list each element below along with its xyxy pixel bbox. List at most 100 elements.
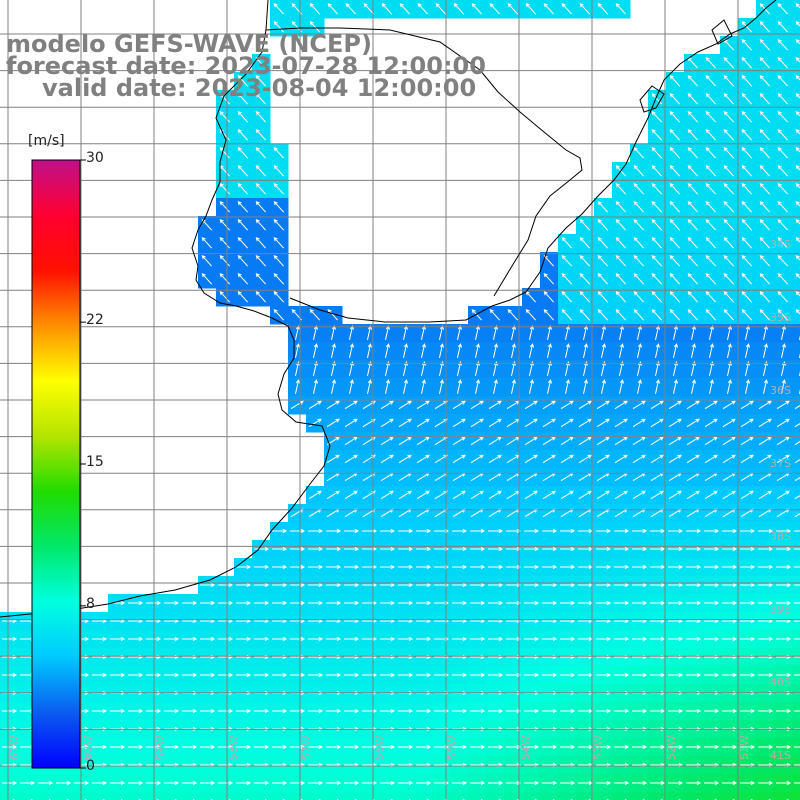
wind-arrow [669, 309, 681, 321]
wind-cell [792, 324, 800, 343]
wind-arrow [723, 165, 735, 177]
wind-arrow [654, 379, 660, 394]
wind-arrow [759, 291, 771, 303]
wind-arrow [794, 746, 800, 748]
wind-arrow [416, 564, 432, 570]
wind-arrow [632, 400, 646, 410]
wind-arrow [416, 780, 432, 786]
wind-arrow [543, 3, 555, 15]
colorbar-unit: [m/s] [28, 133, 65, 149]
wind-arrow [740, 490, 754, 500]
wind-arrow [416, 418, 430, 428]
wind-arrow [542, 436, 556, 446]
wind-arrow [561, 291, 573, 303]
wind-arrow [740, 780, 756, 786]
wind-arrow [723, 39, 735, 51]
wind-arrow [723, 183, 735, 195]
wind-arrow [651, 273, 663, 285]
wind-arrow [380, 418, 394, 428]
wind-arrow [255, 165, 267, 177]
wind-arrow [237, 129, 249, 141]
wind-arrow [237, 111, 249, 123]
wind-arrow [510, 343, 516, 358]
wind-arrow [524, 672, 540, 678]
wind-arrow [672, 361, 678, 376]
wind-arrow [579, 3, 591, 15]
wind-cell [792, 54, 800, 73]
wind-arrow [794, 423, 800, 428]
wind-arrow [402, 343, 408, 358]
wind-arrow [344, 780, 360, 786]
wind-arrow [636, 325, 642, 340]
wind-arrow [794, 638, 800, 640]
wind-arrow [326, 528, 342, 534]
wind-arrow [308, 418, 322, 428]
wind-arrow [290, 564, 306, 570]
wind-arrow [686, 400, 700, 410]
wind-arrow [669, 93, 681, 105]
wind-cell [396, 792, 415, 800]
wind-cell [252, 792, 271, 800]
wind-arrow [759, 21, 771, 33]
wind-arrow [686, 490, 700, 500]
wind-arrow [777, 219, 789, 231]
wind-arrow [416, 636, 432, 642]
wind-arrow [506, 744, 522, 750]
wind-arrow [420, 361, 426, 376]
wind-arrow [146, 600, 162, 606]
wind-arrow [488, 454, 502, 464]
coastline [0, 0, 777, 618]
wind-arrow [722, 454, 736, 464]
wind-cell [288, 792, 307, 800]
wind-arrow [668, 564, 684, 570]
wind-arrow [560, 780, 576, 786]
wind-arrow [290, 636, 306, 642]
wind-arrow [488, 672, 504, 678]
wind-arrow [633, 273, 645, 285]
wind-arrow [182, 744, 198, 750]
wind-arrow [542, 672, 558, 678]
wind-arrow [237, 147, 249, 159]
wind-arrow [759, 39, 771, 51]
wind-arrow [312, 325, 318, 340]
wind-arrow [780, 379, 786, 394]
wind-arrow [596, 564, 612, 570]
wind-arrow [687, 75, 699, 87]
wind-arrow [596, 454, 610, 464]
wind-arrow [776, 400, 790, 410]
wind-arrow [308, 400, 322, 410]
wind-arrow [597, 273, 609, 285]
wind-arrow [524, 780, 540, 786]
wind-arrow [668, 490, 682, 500]
wind-cell [792, 180, 800, 199]
wind-arrow [632, 672, 648, 678]
wind-arrow [542, 744, 558, 750]
wind-arrow [200, 672, 216, 678]
wind-arrow [795, 57, 800, 63]
wind-arrow [776, 528, 792, 534]
wind-cell [792, 36, 800, 55]
wind-arrow [704, 636, 720, 642]
wind-cell [792, 342, 800, 361]
wind-arrow [794, 602, 800, 604]
wind-arrow [759, 165, 771, 177]
wind-arrow [398, 528, 414, 534]
wind-arrow [723, 291, 735, 303]
wind-arrow [600, 379, 606, 394]
wind-arrow [420, 379, 426, 394]
wind-arrow [273, 273, 285, 285]
wind-cell [414, 792, 433, 800]
wind-arrow [255, 291, 267, 303]
wind-arrow [794, 782, 800, 784]
wind-arrow [416, 400, 430, 410]
wind-arrow [543, 273, 555, 285]
wind-arrow [579, 273, 591, 285]
wind-cell [792, 468, 800, 487]
wind-arrow [650, 490, 664, 500]
wind-arrow [650, 400, 664, 410]
wind-arrow [543, 291, 555, 303]
wind-arrow [704, 400, 718, 410]
wind-arrow [722, 436, 736, 446]
wind-arrow [632, 708, 648, 714]
